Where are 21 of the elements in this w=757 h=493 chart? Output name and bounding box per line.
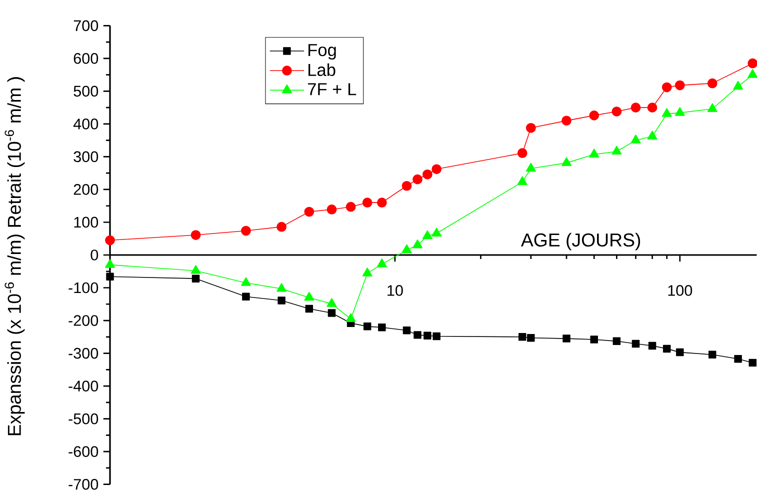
y-axis-title: Expanssion (x 10$^{-6}$ m/m) Retrait (10$^{-6}$ m/m ) <box>4 77 25 436</box>
legend-label: Fog <box>308 44 336 60</box>
y-tick-label: -500 <box>68 413 98 424</box>
y-tick-label: 600 <box>74 53 98 64</box>
y-tick-label: 100 <box>74 216 98 228</box>
x-tick-label: 10 <box>388 285 403 296</box>
x-axis-title: AGE (JOURS) <box>520 232 640 250</box>
y-tick-label: 700 <box>74 20 98 32</box>
y-tick-label: -100 <box>68 282 98 294</box>
y-tick-label: -300 <box>68 348 98 359</box>
legend-label: 7F + L <box>308 83 356 96</box>
y-tick-label: -600 <box>68 446 98 457</box>
legend-label: Lab <box>308 63 336 76</box>
y-tick-label: 500 <box>74 86 98 97</box>
y-tick-label: 200 <box>74 184 98 195</box>
y-tick-label: -400 <box>68 380 98 392</box>
y-tick-label: 0 <box>90 250 98 260</box>
y-tick-label: -200 <box>68 315 98 326</box>
y-tick-label: 300 <box>74 151 98 162</box>
y-tick-label: -700 <box>68 478 98 490</box>
y-tick-label: 400 <box>73 118 98 130</box>
